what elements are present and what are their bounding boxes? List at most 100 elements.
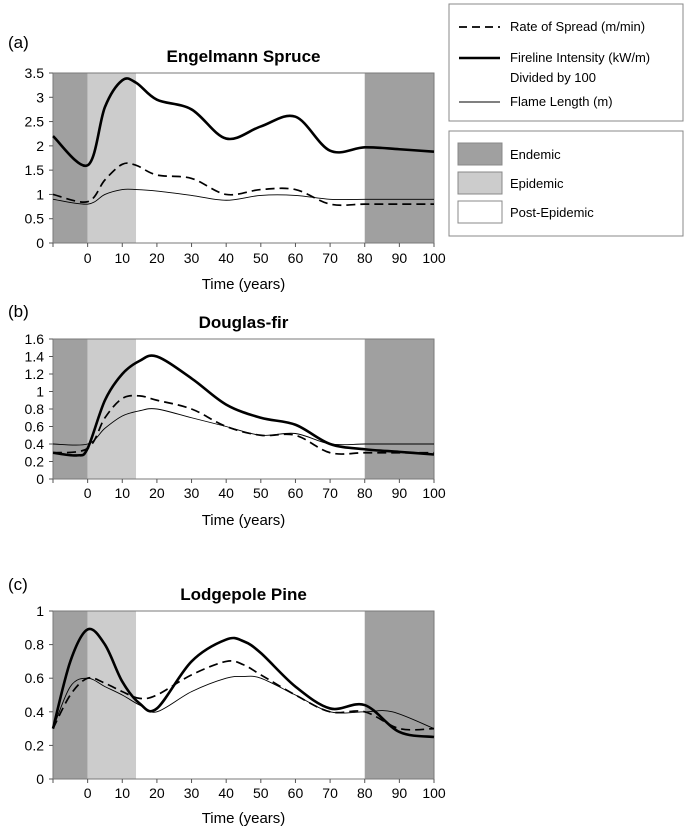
x-tick-label: 50 <box>253 250 269 266</box>
x-tick-label: 80 <box>357 485 373 501</box>
plot-frame <box>52 610 435 780</box>
x-tick-label: 80 <box>357 250 373 266</box>
series-line-fl <box>52 675 435 730</box>
y-tick-label: 2 <box>36 138 44 154</box>
x-tick-label: 70 <box>322 485 338 501</box>
x-tick-label: 0 <box>84 785 92 801</box>
x-tick-label: 100 <box>422 250 446 266</box>
phase-band-endemic <box>364 339 434 479</box>
y-tick-label: 0.5 <box>25 211 45 227</box>
y-tick-label: 0.2 <box>25 454 45 470</box>
panel-title: Engelmann Spruce <box>167 47 321 66</box>
y-tick-label: 2.5 <box>25 114 45 130</box>
x-tick-label: 80 <box>357 785 373 801</box>
y-tick-label: 1.4 <box>25 349 45 365</box>
phase-band-epidemic <box>87 73 137 243</box>
phase-band-endemic <box>53 73 88 243</box>
panel-tag: (c) <box>8 575 28 594</box>
panel-title: Douglas-fir <box>199 313 289 332</box>
legend-swatch-epidemic <box>457 171 503 195</box>
x-tick-label: 40 <box>218 485 234 501</box>
x-tick-label: 0 <box>84 250 92 266</box>
phase-band-endemic <box>53 611 88 779</box>
series-line-fi <box>51 627 435 739</box>
legend-swatch-post <box>457 200 503 224</box>
y-tick-label: 1.6 <box>25 331 45 347</box>
phase-band-epidemic <box>87 611 137 779</box>
x-tick-label: 70 <box>322 250 338 266</box>
legend-label-fl: Flame Length (m) <box>510 94 613 109</box>
x-axis-label: Time (years) <box>202 810 286 827</box>
series-line-fl <box>52 408 434 446</box>
x-tick-label: 20 <box>149 785 165 801</box>
panel-tag: (b) <box>8 302 29 321</box>
x-tick-label: 90 <box>392 250 408 266</box>
y-tick-label: 1 <box>36 186 44 202</box>
panel-title: Lodgepole Pine <box>180 585 307 604</box>
y-tick-label: 0.4 <box>25 704 45 720</box>
x-tick-label: 50 <box>253 785 269 801</box>
legend-lines-box <box>448 3 684 122</box>
legend-label-epidemic: Epidemic <box>510 176 564 191</box>
series-line-fi <box>52 354 435 457</box>
legend: Rate of Spread (m/min) Fireline Intensity… <box>448 3 684 237</box>
phase-band-epidemic <box>87 339 137 479</box>
x-tick-label: 20 <box>149 485 165 501</box>
panel-1: 00.20.40.60.811.21.41.60 10 20 30 40 50 60 70 80… <box>8 302 446 529</box>
x-tick-label: 100 <box>422 485 446 501</box>
series-line-ros <box>52 660 435 731</box>
y-tick-label: 3.5 <box>25 65 45 81</box>
legend-label-fi: Divided by 100 <box>510 70 596 85</box>
y-tick-label: 0.8 <box>25 401 45 417</box>
x-tick-label: 40 <box>218 785 234 801</box>
legend-label-ros: Rate of Spread (m/min) <box>510 19 645 34</box>
x-tick-label: 30 <box>184 785 200 801</box>
x-tick-label: 50 <box>253 485 269 501</box>
y-tick-label: 3 <box>36 89 44 105</box>
x-tick-label: 60 <box>288 785 304 801</box>
legend-label-fi: Fireline Intensity (kW/m) <box>510 50 650 65</box>
legend-swatch-endemic <box>457 142 503 166</box>
phase-band-endemic <box>364 611 434 779</box>
phase-band-post <box>136 611 365 779</box>
phase-band-post <box>136 73 365 243</box>
x-tick-label: 10 <box>114 250 130 266</box>
x-tick-label: 90 <box>392 785 408 801</box>
x-tick-label: 10 <box>114 485 130 501</box>
y-tick-label: 0.6 <box>25 670 45 686</box>
x-tick-label: 10 <box>114 785 130 801</box>
x-tick-label: 30 <box>184 250 200 266</box>
y-tick-label: 0 <box>36 471 44 487</box>
y-tick-label: 1.2 <box>25 366 45 382</box>
panel-0: 0 0.5 1 1.5 2 2.5 3 3.5 0 10 20 30 40 50 60 70 80 90 100 Ti… <box>8 33 446 293</box>
y-tick-label: 0 <box>36 771 44 787</box>
x-axis-label: Time (years) <box>202 276 286 293</box>
x-axis-label: Time (years) <box>202 512 286 529</box>
series-line-ros <box>52 394 434 455</box>
y-tick-label: 0.8 <box>25 637 45 653</box>
y-tick-label: 1.5 <box>25 162 45 178</box>
panel-2: 00.20.40.60.810 10 20 30 40 50 60 70 80 90 100Time… <box>8 575 446 827</box>
y-tick-label: 1 <box>36 384 44 400</box>
y-tick-label: 0 <box>36 235 44 251</box>
panel-tag: (a) <box>8 33 29 52</box>
x-tick-label: 70 <box>322 785 338 801</box>
phase-band-post <box>136 339 365 479</box>
y-tick-label: 0.6 <box>25 419 45 435</box>
x-tick-label: 30 <box>184 485 200 501</box>
series-line-ros <box>52 162 434 207</box>
series-line-fi <box>52 77 435 167</box>
y-tick-label: 0.4 <box>25 436 45 452</box>
x-tick-label: 60 <box>288 250 304 266</box>
legend-label-post: Post-Epidemic <box>510 205 594 220</box>
x-tick-label: 100 <box>422 785 446 801</box>
phase-band-endemic <box>53 339 88 479</box>
x-tick-label: 60 <box>288 485 304 501</box>
y-tick-label: 1 <box>36 603 44 619</box>
series-line-fl <box>52 188 434 205</box>
x-tick-label: 20 <box>149 250 165 266</box>
x-tick-label: 90 <box>392 485 408 501</box>
phase-band-endemic <box>364 73 434 243</box>
y-tick-label: 0.2 <box>25 737 45 753</box>
